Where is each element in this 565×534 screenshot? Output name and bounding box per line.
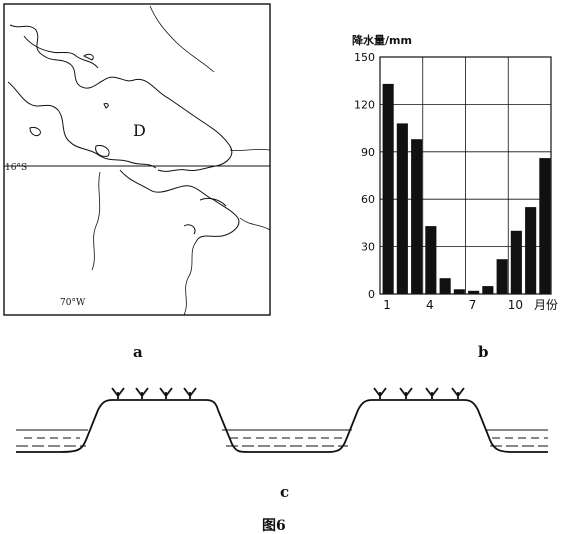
latitude-label: 16°S: [5, 163, 27, 173]
bar-month-1: [382, 83, 394, 295]
x-tick-label: 4: [426, 298, 434, 312]
river: [239, 217, 271, 231]
chart-panel: 降水量/mm 150 120 90 60 30 0 1 4 7 10 月份 b: [352, 33, 558, 361]
x-tick-label: 7: [469, 298, 477, 312]
chart-x-axis: 1 4 7 10: [383, 298, 523, 312]
bar-month-5: [439, 278, 451, 294]
water-left: [16, 429, 88, 447]
panel-label-a: a: [133, 343, 143, 361]
chart-y-axis: 150 120 90 60 30 0: [354, 51, 375, 301]
longitude-label: 70°W: [60, 298, 86, 308]
crop-plants-right: [373, 387, 465, 399]
lake-shore-east: [103, 76, 233, 172]
panel-label-b: b: [478, 343, 489, 361]
island: [29, 127, 41, 137]
chart-xlabel: 月份: [534, 298, 558, 312]
coastline-north: [9, 24, 105, 89]
panel-label-c: c: [280, 483, 289, 501]
chart-grid: [380, 57, 551, 294]
bar-month-10: [510, 230, 522, 294]
island: [95, 145, 110, 157]
river: [149, 5, 215, 73]
island: [83, 53, 94, 61]
figure-title: 图6: [262, 518, 286, 534]
lake-shore-west: [7, 81, 157, 169]
chart-bars: [382, 83, 551, 295]
water-middle: [222, 429, 352, 447]
bay: [183, 224, 196, 235]
bar-month-7: [468, 290, 480, 294]
map-panel: D 16°S 70°W a: [3, 3, 271, 361]
river: [229, 149, 271, 151]
y-tick-label: 60: [361, 193, 375, 206]
bar-month-6: [453, 289, 465, 294]
section-panel: c: [16, 387, 548, 501]
map-frame: [3, 3, 271, 316]
coastline-inner: [23, 35, 99, 69]
river: [183, 241, 197, 316]
y-tick-label: 150: [354, 51, 375, 64]
bar-month-9: [496, 259, 508, 294]
chart-ylabel: 降水量/mm: [352, 33, 412, 47]
y-tick-label: 0: [368, 288, 375, 301]
bar-month-2: [396, 123, 408, 295]
y-tick-label: 90: [361, 146, 375, 159]
lake-shore-south: [119, 169, 240, 243]
x-tick-label: 1: [383, 298, 391, 312]
bar-month-4: [425, 226, 437, 294]
lake-label: D: [133, 121, 146, 140]
bar-month-3: [411, 139, 423, 294]
y-tick-label: 120: [354, 98, 375, 111]
ground-profile: [16, 399, 548, 453]
island: [103, 103, 109, 109]
y-tick-label: 30: [361, 241, 375, 254]
bar-month-8: [482, 286, 494, 294]
water-right: [486, 429, 548, 447]
bar-month-12: [539, 158, 551, 294]
crop-plants-left: [111, 387, 197, 399]
x-tick-label: 10: [508, 298, 523, 312]
river: [91, 171, 101, 271]
bar-month-11: [525, 207, 537, 294]
bay: [199, 197, 227, 207]
